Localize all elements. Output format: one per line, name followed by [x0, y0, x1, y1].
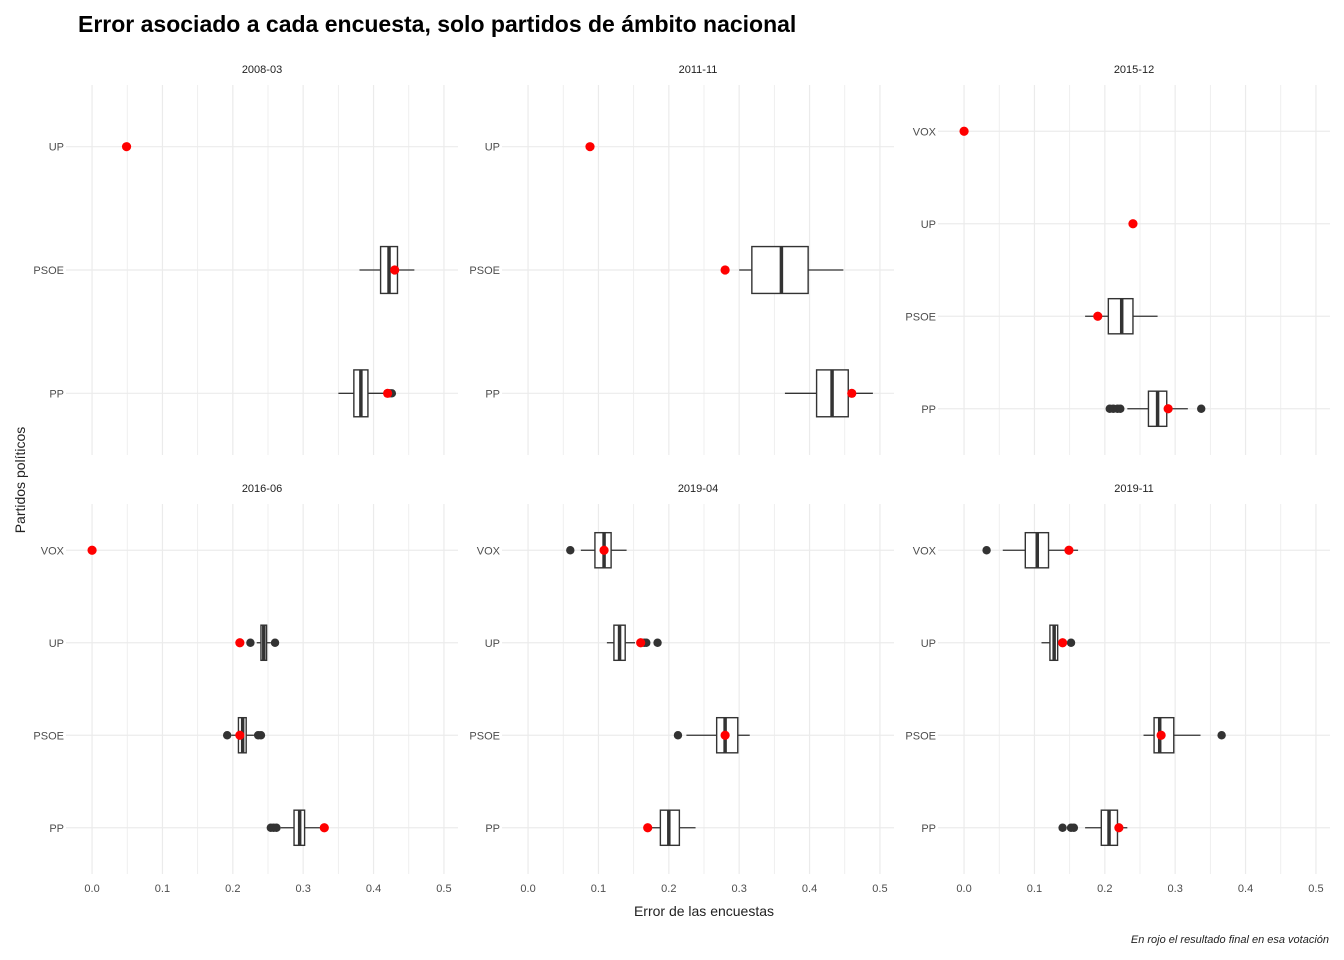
y-tick-label: PP	[49, 388, 64, 400]
result-point	[1114, 823, 1124, 833]
outlier-point	[982, 546, 991, 555]
outlier-point	[1217, 731, 1226, 740]
y-tick-label: PSOE	[469, 730, 500, 742]
facet-label: 2008-03	[242, 64, 282, 76]
result-point	[1128, 219, 1138, 229]
x-tick-label: 0.3	[1168, 883, 1183, 895]
x-tick-label: 0.5	[872, 883, 887, 895]
x-tick-label: 0.5	[1308, 883, 1323, 895]
x-tick-label: 0.3	[296, 883, 311, 895]
y-tick-label: VOX	[913, 545, 937, 557]
x-tick-label: 0.2	[661, 883, 676, 895]
result-point	[720, 730, 730, 740]
x-tick-label: 0.1	[155, 883, 170, 895]
facet-label: 2019-04	[678, 483, 718, 495]
y-tick-label: PSOE	[33, 730, 64, 742]
x-axis-label: Error de las encuestas	[634, 903, 774, 919]
result-point	[1156, 730, 1166, 740]
x-tick-label: 0.0	[956, 883, 971, 895]
result-point	[1064, 545, 1074, 555]
result-point	[959, 126, 969, 136]
outlier-point	[256, 731, 266, 740]
x-tick-label: 0.1	[1027, 883, 1042, 895]
outlier-point	[1069, 823, 1079, 832]
outlier-point	[222, 731, 232, 740]
chart-title: Error asociado a cada encuesta, solo par…	[78, 11, 796, 37]
facet-panel: UP PSOE PP 2011-11	[469, 64, 894, 455]
y-tick-label: UP	[485, 142, 500, 154]
outlier-point	[1066, 638, 1076, 647]
y-tick-label: VOX	[477, 545, 501, 557]
x-tick-label: 0.2	[1097, 883, 1112, 895]
outlier-point	[673, 731, 683, 740]
result-point	[643, 823, 653, 833]
y-tick-label: VOX	[913, 126, 937, 138]
x-tick-label: 0.0	[520, 883, 535, 895]
result-point	[235, 730, 245, 740]
facet-label: 2016-06	[242, 483, 282, 495]
x-tick-label: 0.0	[84, 883, 99, 895]
x-tick-label: 0.5	[436, 883, 451, 895]
facet-panel: VOX UP PSOE PP 2015-12	[905, 64, 1330, 455]
y-tick-label: PP	[485, 388, 500, 400]
outlier-point	[272, 823, 281, 832]
result-point	[1093, 311, 1103, 321]
facet-label: 2015-12	[1114, 64, 1154, 76]
result-point	[599, 545, 609, 555]
facet-label: 2011-11	[679, 64, 718, 76]
y-tick-label: PP	[921, 404, 936, 416]
facet-label: 2019-11	[1114, 483, 1154, 495]
y-tick-label: PP	[485, 823, 500, 835]
outlier-point	[566, 546, 575, 555]
result-point	[235, 638, 245, 648]
result-point	[87, 545, 97, 555]
result-point	[847, 388, 857, 398]
result-point	[383, 388, 393, 398]
facet-panels: UP PSOE PP 2008-03 UP PSOE PP 2011-11 VOX UP PSOE P…	[33, 64, 1330, 895]
outlier-point	[1058, 823, 1067, 832]
outlier-point	[246, 638, 255, 647]
y-tick-label: UP	[49, 142, 64, 154]
facet-panel: UP PSOE PP 2008-03	[33, 64, 458, 455]
y-tick-label: UP	[921, 638, 936, 650]
result-point	[636, 638, 646, 648]
y-tick-label: PP	[49, 823, 64, 835]
y-tick-label: PSOE	[33, 265, 64, 277]
result-point	[585, 142, 595, 152]
y-tick-label: UP	[485, 638, 500, 650]
x-tick-label: 0.4	[366, 883, 381, 895]
outlier-point	[1116, 404, 1125, 413]
result-point	[1057, 638, 1068, 648]
y-tick-label: PSOE	[469, 265, 500, 277]
result-point	[720, 265, 730, 275]
facet-panel: VOX UP PSOE PP 2016-06 0.0 0.1 0.2 0.3 0.4 0.5	[33, 483, 458, 895]
outlier-point	[1197, 404, 1206, 413]
y-tick-label: PSOE	[905, 311, 936, 323]
result-point	[121, 142, 132, 152]
y-tick-label: VOX	[41, 545, 65, 557]
y-tick-label: PP	[921, 823, 936, 835]
y-tick-label: UP	[49, 638, 64, 650]
x-tick-label: 0.1	[591, 883, 606, 895]
outlier-point	[270, 638, 280, 647]
result-point	[1163, 404, 1173, 414]
outlier-point	[653, 638, 662, 647]
y-tick-label: UP	[921, 219, 936, 231]
x-tick-label: 0.4	[1238, 883, 1253, 895]
result-point	[390, 265, 400, 275]
y-axis-label: Partidos políticos	[12, 427, 28, 534]
x-tick-label: 0.3	[732, 883, 747, 895]
facet-panel: VOX UP PSOE PP 2019-11 0.0 0.1 0.2 0.3 0.4 0.5	[905, 483, 1330, 895]
y-tick-label: PSOE	[905, 730, 936, 742]
facet-panel: VOX UP PSOE PP 2019-04 0.0 0.1 0.2 0.3 0.4 0.5	[469, 483, 894, 895]
x-tick-label: 0.2	[225, 883, 240, 895]
chart-caption: En rojo el resultado final en esa votaci…	[1131, 934, 1329, 946]
x-tick-label: 0.4	[802, 883, 817, 895]
result-point	[319, 823, 329, 833]
